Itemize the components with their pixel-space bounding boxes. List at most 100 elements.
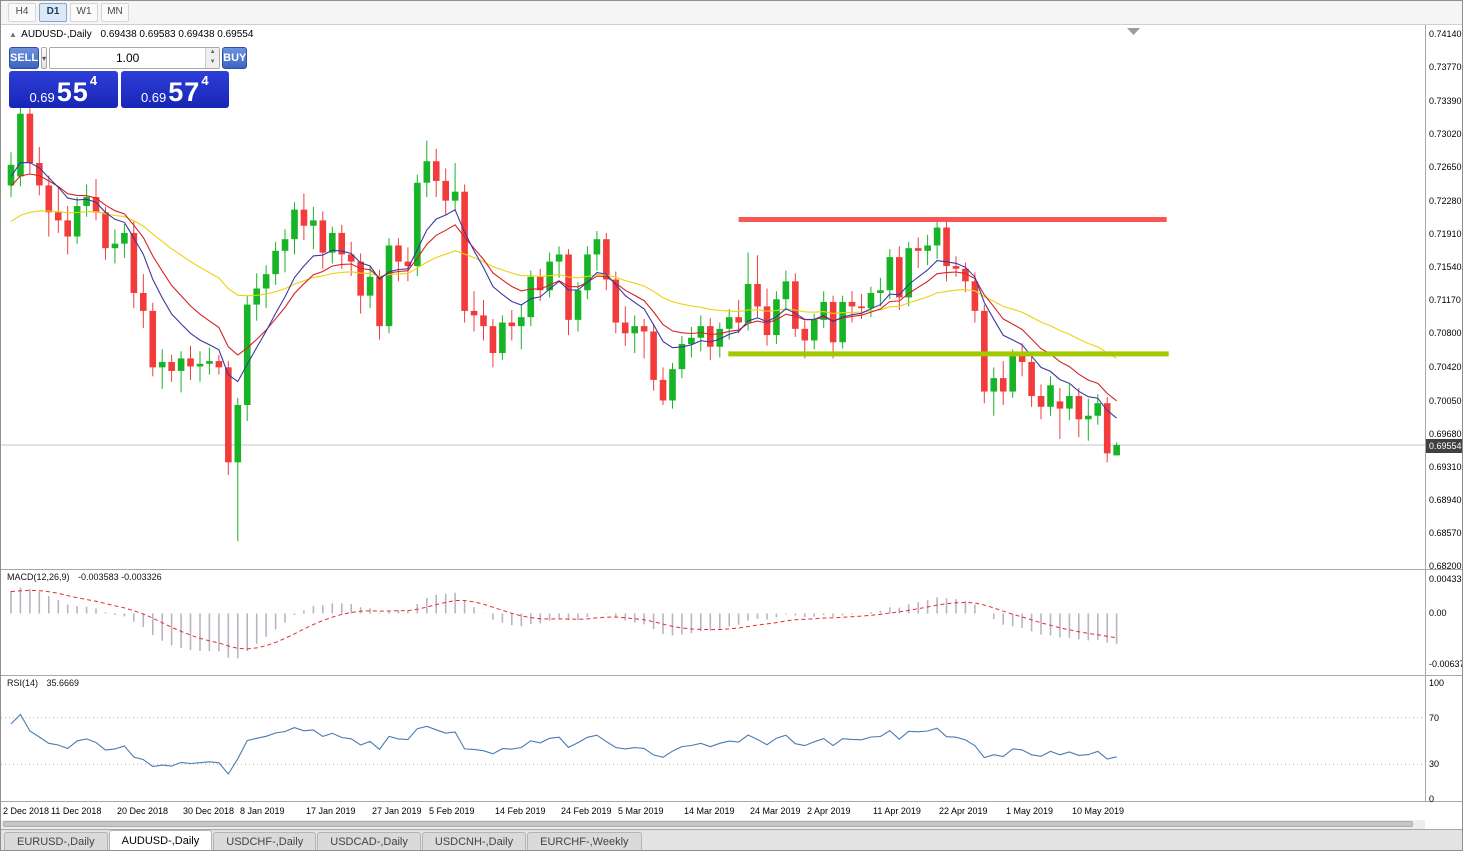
rsi-axis-label: 100	[1429, 678, 1445, 688]
timeframe-button-d1[interactable]: D1	[39, 3, 67, 22]
one-click-trading-panel: SELL ▾ ▲ ▼ BUY 0.69 55 4 0.69 57	[9, 47, 248, 108]
date-axis-label: 11 Dec 2018	[51, 806, 102, 816]
moving-average-line	[10, 210, 1117, 359]
price-axis-label: 0.70420	[1429, 362, 1462, 372]
date-axis-separator	[1, 801, 1462, 802]
date-axis-label: 8 Jan 2019	[240, 806, 285, 816]
buy-price-display[interactable]: 0.69 57 4	[120, 71, 229, 108]
chart-scrollbar[interactable]	[1, 820, 1425, 829]
timeframe-button-w1[interactable]: W1	[70, 3, 98, 22]
date-axis-label: 20 Dec 2018	[117, 806, 169, 816]
date-axis-label: 24 Mar 2019	[750, 806, 801, 816]
chart-tab-audusddaily[interactable]: AUDUSD-,Daily	[108, 830, 213, 850]
rsi-axis-label: 70	[1429, 713, 1440, 723]
price-axis-label: 0.73770	[1429, 62, 1462, 72]
rsi-line	[10, 713, 1117, 775]
chevron-down-icon: ▾	[42, 53, 47, 63]
candlesticks	[7, 103, 1120, 542]
main-price-chart[interactable]	[1, 25, 1425, 569]
sell-price-prefix: 0.69	[29, 90, 55, 105]
volume-stepper: ▲ ▼	[205, 48, 220, 68]
price-axis-label: 0.70800	[1429, 328, 1462, 338]
one-click-collapse-icon[interactable]: ▲	[9, 30, 17, 39]
timeframe-button-h4[interactable]: H4	[8, 3, 36, 22]
chart-tab-eurusddaily[interactable]: EURUSD-,Daily	[4, 832, 108, 850]
date-axis-label: 14 Feb 2019	[495, 806, 546, 816]
macd-values: -0.003583 -0.003326	[78, 572, 162, 582]
timeframe-toolbar: H4 D1 W1 MN	[1, 1, 1462, 25]
chart-symbol-period: AUDUSD-,Daily	[21, 29, 92, 40]
price-axis-label: 0.71540	[1429, 262, 1462, 272]
price-axis-label: 0.71910	[1429, 229, 1462, 239]
price-axis-label: 0.68200	[1429, 561, 1462, 571]
price-axis-label: 0.72280	[1429, 196, 1462, 206]
chart-tab-usdcnhdaily[interactable]: USDCNH-,Daily	[421, 832, 527, 850]
sell-price-main: 55	[56, 77, 89, 107]
horizontal-line-resistance	[738, 217, 1167, 222]
price-axis[interactable]: 0.74140 0.73770 0.73390 0.73020 0.72650 0.722…	[1426, 25, 1463, 820]
volume-increase-button[interactable]: ▲	[206, 48, 220, 58]
price-axis-label: 0.68570	[1429, 528, 1462, 538]
date-axis-label: 5 Feb 2019	[429, 806, 475, 816]
date-axis-label: 24 Feb 2019	[561, 806, 612, 816]
sell-price-display[interactable]: 0.69 55 4	[9, 71, 118, 108]
moving-average-line	[10, 173, 1117, 402]
buy-price-pipette: 4	[201, 73, 209, 88]
price-axis-separator	[1425, 25, 1426, 801]
current-price-tag: 0.69554	[1426, 439, 1462, 453]
macd-axis-label: -0.006373	[1429, 659, 1462, 669]
price-axis-label: 0.70050	[1429, 396, 1462, 406]
date-axis-label: 14 Mar 2019	[684, 806, 735, 816]
rsi-axis-label: 0	[1429, 794, 1435, 804]
timeframe-button-mn[interactable]: MN	[101, 3, 129, 22]
rsi-indicator-pane[interactable]	[1, 675, 1425, 801]
macd-histogram	[10, 587, 1118, 659]
date-axis[interactable]: 2 Dec 2018 11 Dec 2018 20 Dec 2018 30 Dec 2…	[1, 802, 1425, 820]
buy-price-prefix: 0.69	[140, 90, 167, 105]
date-axis-label: 2 Dec 2018	[3, 806, 50, 816]
chart-tab-usdcaddaily[interactable]: USDCAD-,Daily	[317, 832, 421, 850]
rsi-value: 35.6669	[46, 678, 80, 688]
macd-axis-label: 0.004331	[1429, 574, 1463, 584]
chart-tab-eurchfweekly[interactable]: EURCHF-,Weekly	[527, 832, 642, 850]
chart-tab-usdchfdaily[interactable]: USDCHF-,Daily	[213, 832, 317, 850]
macd-name: MACD(12,26,9)	[7, 572, 70, 582]
rsi-name: RSI(14)	[7, 678, 39, 688]
price-axis-label: 0.71170	[1429, 295, 1461, 305]
horizontal-line-support	[728, 351, 1169, 357]
price-axis-label: 0.74140	[1429, 29, 1462, 39]
volume-dropdown-button[interactable]: ▾	[41, 47, 48, 69]
scrollbar-thumb[interactable]	[3, 821, 1413, 827]
price-axis-label: 0.68940	[1429, 495, 1462, 505]
chart-tabs-bar: EURUSD-,Daily AUDUSD-,Daily USDCHF-,Daily U…	[1, 829, 1462, 850]
sell-button[interactable]: SELL	[9, 47, 40, 69]
macd-pane-separator[interactable]	[1, 569, 1462, 570]
date-axis-label: 1 May 2019	[1006, 806, 1054, 816]
date-axis-label: 17 Jan 2019	[306, 806, 356, 816]
date-axis-label: 27 Jan 2019	[372, 806, 422, 816]
price-axis-label: 0.69680	[1429, 429, 1462, 439]
macd-label: MACD(12,26,9) -0.003583 -0.003326	[7, 572, 162, 582]
price-axis-label: 0.73390	[1429, 96, 1462, 106]
date-axis-label: 30 Dec 2018	[183, 806, 235, 816]
chart-ohlc-values: 0.69438 0.69583 0.69438 0.69554	[100, 29, 254, 40]
volume-decrease-button[interactable]: ▼	[206, 58, 220, 68]
chart-shift-marker	[1127, 28, 1140, 35]
buy-price-main: 57	[168, 77, 201, 107]
chart-ohlc-header: ▲ AUDUSD-,Daily 0.69438 0.69583 0.69438 …	[9, 29, 253, 40]
rsi-pane-separator[interactable]	[1, 675, 1462, 676]
date-axis-label: 22 Apr 2019	[939, 806, 988, 816]
rsi-axis-label: 30	[1429, 759, 1440, 769]
date-axis-label: 11 Apr 2019	[873, 806, 921, 816]
buy-button[interactable]: BUY	[222, 47, 248, 69]
volume-input[interactable]	[50, 48, 206, 68]
rsi-label: RSI(14) 35.6669	[7, 678, 79, 688]
date-axis-label: 5 Mar 2019	[618, 806, 664, 816]
price-axis-label: 0.69310	[1429, 462, 1462, 472]
macd-indicator-pane[interactable]	[1, 569, 1425, 675]
price-axis-label: 0.73020	[1429, 129, 1462, 139]
sell-price-pipette: 4	[89, 73, 98, 88]
date-axis-label: 2 Apr 2019	[807, 806, 851, 816]
moving-average-line	[10, 162, 1117, 419]
